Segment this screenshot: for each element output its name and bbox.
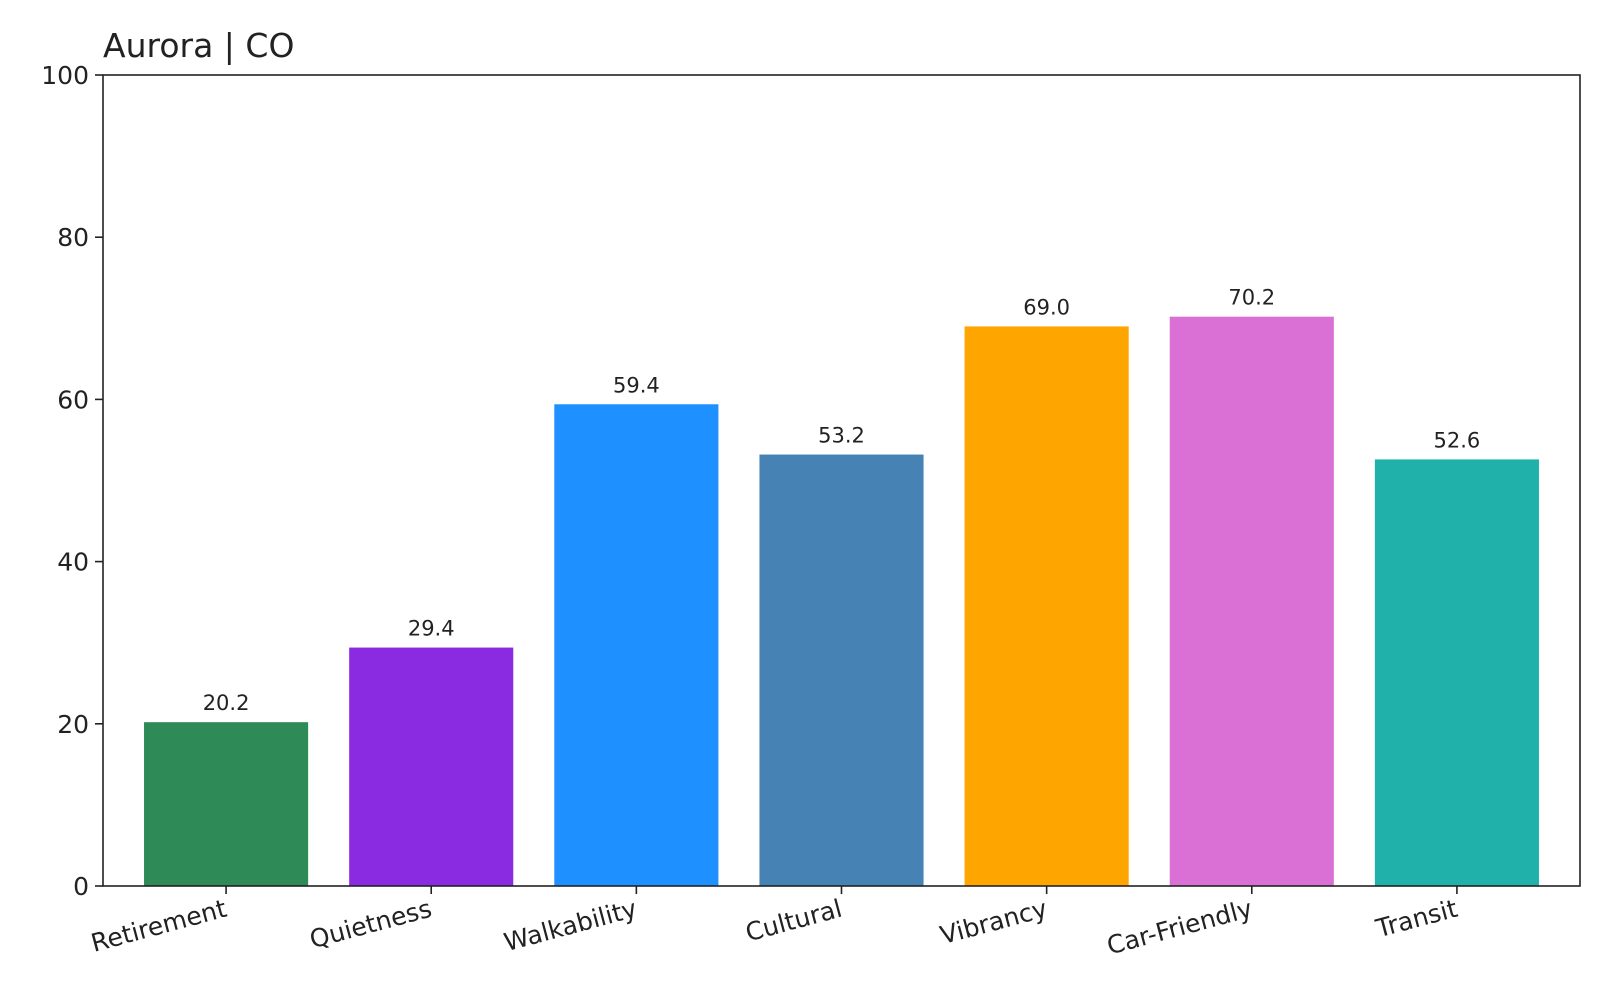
x-axis: Retirement Quietness Walkability Cultural Vi… xyxy=(88,886,1461,960)
y-tick-label: 40 xyxy=(57,548,89,577)
bar-walkability xyxy=(554,404,719,886)
y-tick-label: 80 xyxy=(57,223,89,252)
x-tick-label: Vibrancy xyxy=(937,894,1050,950)
chart-title: Aurora | CO xyxy=(103,26,294,65)
x-tick-label: Cultural xyxy=(742,894,845,947)
data-label: 59.4 xyxy=(613,373,660,397)
bar-cultural xyxy=(759,454,924,886)
data-label: 29.4 xyxy=(408,617,455,641)
x-tick-label: Walkability xyxy=(501,894,640,957)
x-tick-label: Car-Friendly xyxy=(1104,894,1256,961)
data-label-group: 20.2 29.4 59.4 53.2 69.0 70.2 52.6 xyxy=(203,286,1481,715)
data-label: 70.2 xyxy=(1228,286,1275,310)
data-label: 52.6 xyxy=(1434,428,1481,452)
y-tick-label: 60 xyxy=(57,385,89,414)
bar-car-friendly xyxy=(1169,316,1334,887)
y-tick-label: 0 xyxy=(73,872,89,901)
x-tick-label: Quietness xyxy=(307,894,435,954)
bar-group xyxy=(144,316,1539,887)
data-label: 20.2 xyxy=(203,691,250,715)
x-tick-label: Retirement xyxy=(88,894,230,958)
data-label: 69.0 xyxy=(1023,295,1070,319)
bar-quietness xyxy=(349,647,514,886)
y-tick-label: 20 xyxy=(57,710,89,739)
x-tick-label: Transit xyxy=(1372,894,1461,944)
y-tick-label: 100 xyxy=(41,61,89,90)
bar-transit xyxy=(1374,459,1539,886)
y-axis: 0 20 40 60 80 100 xyxy=(41,61,103,901)
plot-frame xyxy=(102,74,1581,887)
data-label: 53.2 xyxy=(818,424,865,448)
bar-retirement xyxy=(144,722,309,886)
bar-vibrancy xyxy=(964,326,1129,886)
